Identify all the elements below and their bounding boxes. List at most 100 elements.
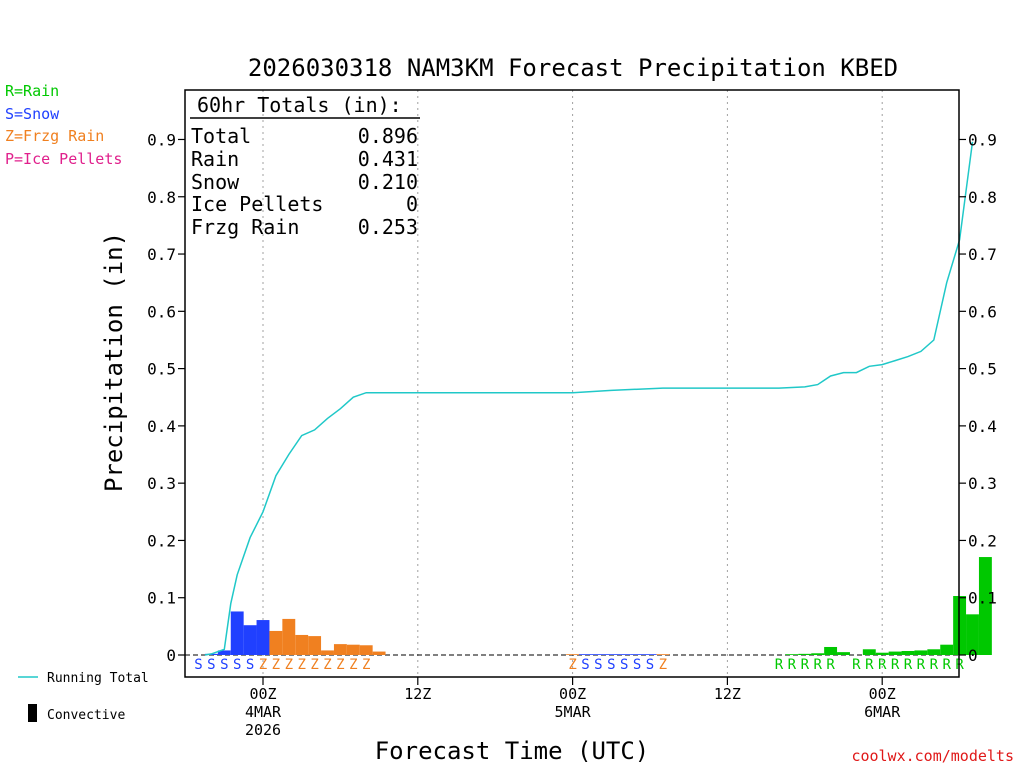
precip-bar (798, 653, 812, 655)
x-axis-label: Forecast Time (UTC) (375, 737, 650, 765)
precip-bar (372, 651, 386, 655)
y-tick-label-left: 0.4 (147, 417, 176, 436)
y-tick-label-right: 0.1 (968, 589, 997, 608)
y-tick-label-left: 0.3 (147, 474, 176, 493)
precip-bar (914, 650, 928, 655)
running-total-line (204, 141, 974, 656)
precip-bar (308, 636, 322, 655)
totals-label-ice-pellets: Ice Pellets (191, 192, 323, 216)
type-letter: Z (568, 657, 576, 673)
precip-bar (295, 634, 309, 655)
y-tick-label-right: 0 (968, 646, 978, 665)
y-tick-label-right: 0.2 (968, 531, 997, 550)
precip-bar (359, 645, 373, 655)
type-letter: R (813, 657, 822, 673)
type-letter: S (594, 657, 602, 673)
y-tick-label-left: 0.7 (147, 245, 176, 264)
type-letter: R (942, 657, 951, 673)
type-letter: Z (310, 657, 318, 673)
precip-bar (282, 618, 296, 655)
y-tick-label-left: 0.1 (147, 589, 176, 608)
type-letter: Z (285, 657, 293, 673)
y-tick-label-right: 0.3 (968, 474, 997, 493)
type-letter: S (620, 657, 628, 673)
precip-bar (256, 620, 270, 655)
chart-title: 2026030318 NAM3KM Forecast Precipitation… (248, 54, 898, 82)
y-tick-label-right: 0.7 (968, 245, 997, 264)
convective-swatch (28, 704, 37, 722)
totals-box: 60hr Totals (in): Total 0.896 Rain 0.431… (190, 93, 420, 239)
x-tick-label: 6MAR (864, 703, 901, 721)
y-tick-label-right: 0.5 (968, 360, 997, 379)
type-letter: S (207, 657, 215, 673)
type-letter: S (194, 657, 202, 673)
totals-value-rain: 0.431 (358, 147, 418, 171)
x-tick-label: 12Z (404, 685, 431, 703)
type-letter: R (801, 657, 810, 673)
precip-bar (888, 651, 902, 655)
precip-bar (217, 650, 231, 655)
x-tick-label: 2026 (245, 721, 281, 739)
precip-bar (643, 654, 657, 655)
precip-bar (811, 653, 825, 655)
series-legend: Running Total Convective (18, 671, 149, 723)
type-letter: S (220, 657, 228, 673)
precip-bar (785, 654, 799, 655)
type-letter: R (955, 657, 964, 673)
totals-value-total: 0.896 (358, 124, 418, 148)
y-tick-label-right: 0.9 (968, 130, 997, 149)
type-letter: S (646, 657, 654, 673)
x-tick-label: 00Z (249, 685, 276, 703)
plot-area: S S S S S Z Z Z Z Z Z Z Z Z Z S S S S S S Z R R R R R R R R R R R R R R0 00.… (147, 89, 997, 739)
type-letter: Z (272, 657, 280, 673)
type-letter: Z (323, 657, 331, 673)
totals-value-freezing-rain: 0.253 (358, 215, 418, 239)
type-letter: R (852, 657, 861, 673)
type-letter: Z (336, 657, 344, 673)
precip-bar (243, 625, 257, 655)
y-axis-label: Precipitation (in) (100, 232, 128, 492)
type-letter: R (788, 657, 797, 673)
type-letter: R (904, 657, 913, 673)
credit-text[interactable]: coolwx.com/modelts (851, 747, 1014, 765)
y-tick-label-left: 0.8 (147, 188, 176, 207)
precip-bar (333, 644, 347, 655)
type-letter: Z (362, 657, 370, 673)
type-letter: R (917, 657, 926, 673)
type-legend: R=Rain S=Snow Z=Frzg Rain P=Ice Pellets (5, 82, 122, 168)
precip-bar (321, 650, 334, 655)
totals-label-snow: Snow (191, 170, 240, 194)
precip-bar (604, 654, 618, 655)
y-tick-label-right: 0.8 (968, 188, 997, 207)
precip-bar (346, 644, 360, 655)
totals-heading: 60hr Totals (in): (197, 93, 402, 117)
precip-bar (230, 611, 244, 655)
precip-bar (837, 652, 850, 655)
y-tick-label-left: 0.9 (147, 130, 176, 149)
legend-running-total: Running Total (47, 671, 149, 686)
legend-ice-pellets: P=Ice Pellets (5, 150, 122, 168)
precip-bar (591, 654, 605, 655)
type-letter: R (775, 657, 784, 673)
totals-value-ice-pellets: 0 (406, 192, 418, 216)
y-tick-label-left: 0 (166, 646, 176, 665)
type-letter: S (581, 657, 589, 673)
totals-label-freezing-rain: Frzg Rain (191, 215, 299, 239)
type-letter: S (246, 657, 254, 673)
totals-label-rain: Rain (191, 147, 239, 171)
precip-bar (966, 614, 979, 655)
type-letter: R (826, 657, 835, 673)
precip-bar (875, 652, 889, 655)
x-tick-label: 5MAR (555, 703, 592, 721)
type-letter: R (930, 657, 939, 673)
type-letter: Z (259, 657, 267, 673)
type-letter: Z (297, 657, 305, 673)
y-tick-label-right: 0.6 (968, 302, 997, 321)
precip-bar (566, 654, 580, 655)
precip-bar (927, 649, 941, 655)
type-letter: Z (659, 657, 667, 673)
precip-bar (978, 557, 992, 655)
legend-snow: S=Snow (5, 105, 60, 123)
precip-bar (940, 644, 954, 655)
